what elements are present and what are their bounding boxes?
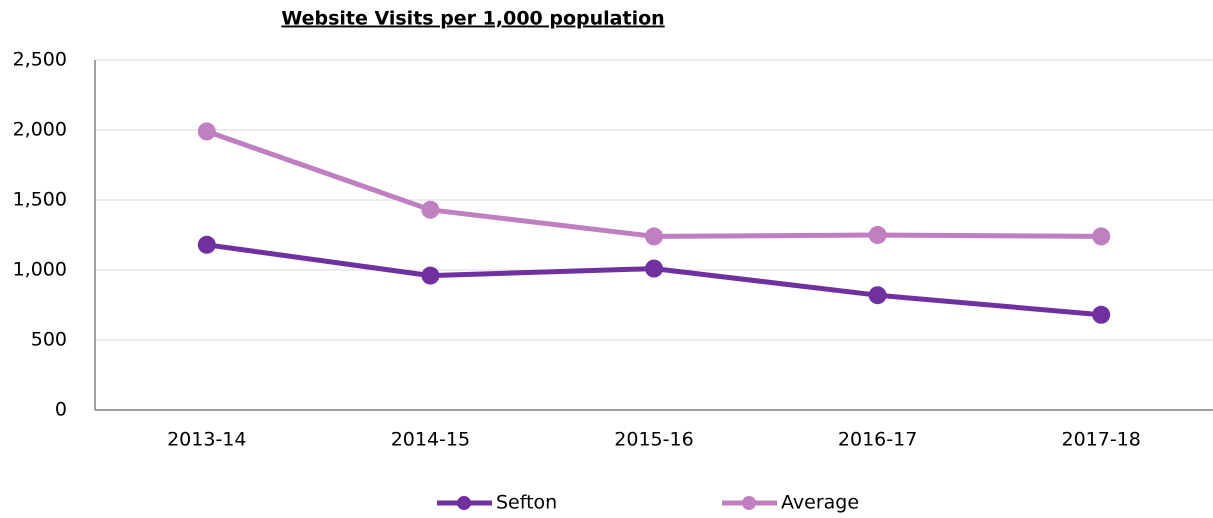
y-tick-label: 1,500: [13, 189, 67, 211]
y-tick-label: 500: [31, 329, 67, 351]
x-tick-label: 2014-15: [391, 429, 470, 451]
x-tick-label: 2016-17: [838, 429, 917, 451]
data-point: [868, 226, 887, 244]
y-tick-label: 2,500: [13, 49, 67, 71]
series-line: [206, 242, 1102, 318]
data-point: [645, 259, 663, 278]
y-tick-label: 2,000: [13, 119, 67, 141]
y-tick-label: 0: [55, 399, 67, 421]
legend-marker: [742, 496, 756, 510]
series-line: [205, 129, 1102, 239]
x-tick-label: 2015-16: [614, 429, 693, 451]
data-point: [197, 122, 216, 141]
x-tick-label: 2013-14: [167, 429, 246, 451]
data-point: [1092, 227, 1111, 246]
legend-label: Average: [781, 492, 859, 514]
legend-marker: [457, 496, 471, 510]
legend-label: Sefton: [496, 492, 557, 514]
data-point: [1092, 305, 1111, 324]
x-tick-label: 2017-18: [1062, 429, 1141, 451]
y-tick-label: 1,000: [13, 259, 67, 281]
data-point: [645, 227, 663, 246]
data-point: [868, 286, 887, 305]
data-point: [197, 235, 216, 254]
data-point: [421, 266, 440, 285]
data-point: [421, 200, 440, 219]
chart-title: Website Visits per 1,000 population: [281, 8, 664, 30]
